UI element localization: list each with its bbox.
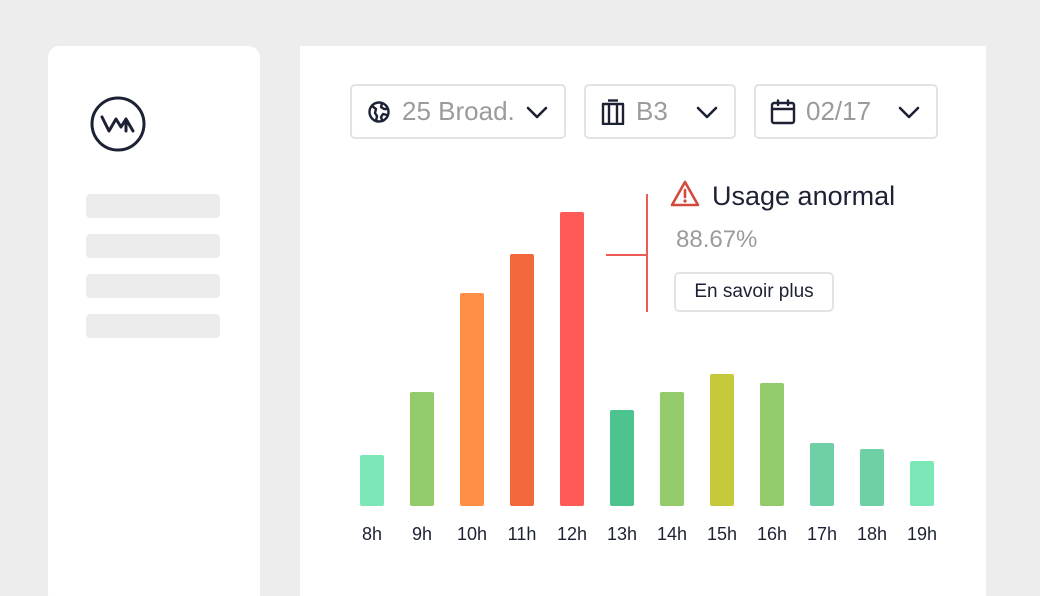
date-select-value: 02/17 — [806, 96, 872, 126]
chevron-down-icon — [694, 99, 720, 125]
x-tick-label: 9h — [412, 524, 432, 544]
x-tick-label: 12h — [557, 524, 587, 544]
building-select[interactable]: 25 Broad. — [350, 84, 566, 139]
learn-more-button[interactable]: En savoir plus — [674, 272, 834, 312]
floor-select[interactable]: B3 — [584, 84, 736, 139]
usage-bar-chart: 8h 9h 10h 11h 12h 13h 14h 15h 16h 17h 18h 19h — [360, 212, 937, 544]
bar-11h[interactable] — [510, 254, 534, 506]
x-tick-label: 14h — [657, 524, 687, 544]
bar-8h[interactable] — [360, 455, 384, 506]
bar-9h[interactable] — [410, 392, 434, 506]
sidebar-item-placeholder[interactable] — [86, 194, 220, 218]
building-select-value: 25 Broad. — [402, 96, 515, 126]
bar-18h[interactable] — [860, 449, 884, 506]
x-tick-label: 17h — [807, 524, 837, 544]
alert-value: 88.67% — [676, 226, 758, 253]
x-tick-label: 13h — [607, 524, 637, 544]
sidebar-item-placeholder[interactable] — [86, 314, 220, 338]
x-tick-label: 11h — [508, 524, 537, 544]
alert-title: Usage anormal — [712, 181, 896, 211]
alert-header: Usage anormal — [670, 180, 895, 213]
chevron-down-icon — [524, 99, 550, 125]
date-select[interactable]: 02/17 — [754, 84, 938, 139]
bar-17h[interactable] — [810, 443, 834, 506]
x-tick-label: 18h — [857, 524, 887, 544]
bar-15h[interactable] — [710, 374, 734, 506]
chevron-down-icon — [896, 99, 922, 125]
bar-13h[interactable] — [610, 410, 634, 506]
alert-connector — [606, 254, 648, 256]
main-panel: 25 Broad. B3 02/17 — [300, 46, 986, 596]
x-tick-label: 8h — [362, 524, 382, 544]
logo[interactable] — [90, 96, 146, 152]
x-tick-label: 16h — [757, 524, 787, 544]
alert-divider — [646, 194, 648, 312]
calendar-icon — [770, 98, 796, 125]
warning-icon — [670, 180, 700, 213]
sidebar-item-placeholder[interactable] — [86, 274, 220, 298]
sidebar — [48, 46, 260, 596]
bar-19h[interactable] — [910, 461, 934, 506]
sidebar-item-placeholder[interactable] — [86, 234, 220, 258]
bar-12h[interactable] — [560, 212, 584, 506]
floor-select-value: B3 — [636, 96, 668, 126]
x-tick-label: 10h — [457, 524, 487, 544]
bar-14h[interactable] — [660, 392, 684, 506]
bar-10h[interactable] — [460, 293, 484, 506]
building-icon — [600, 98, 626, 125]
x-tick-label: 15h — [707, 524, 737, 544]
bar-16h[interactable] — [760, 383, 784, 506]
globe-icon — [366, 99, 392, 125]
x-tick-label: 19h — [907, 524, 937, 544]
